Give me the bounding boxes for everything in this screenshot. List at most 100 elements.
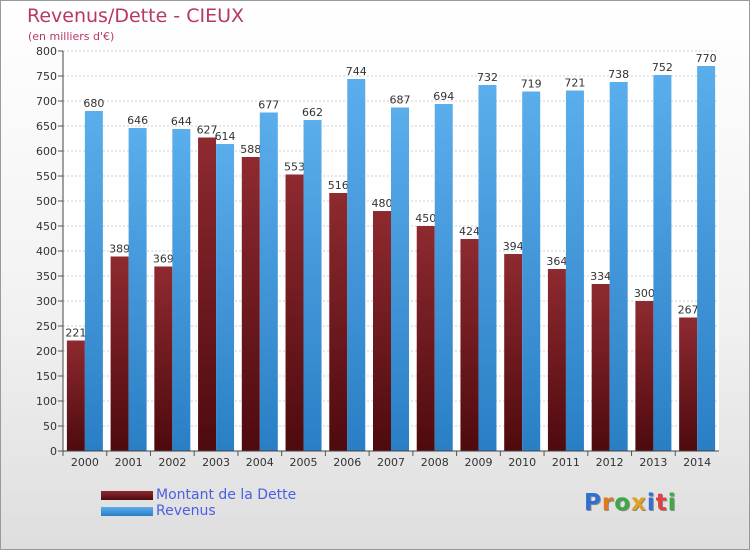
- x-tick-label: 2008: [421, 456, 449, 469]
- bar-revenue: [434, 104, 453, 451]
- bar-debt: [504, 254, 523, 451]
- bar-debt: [547, 269, 566, 451]
- bar-debt: [154, 266, 173, 451]
- y-tick-label: 750: [36, 70, 57, 83]
- data-label-debt: 424: [459, 225, 480, 238]
- logo-letter: o: [614, 490, 632, 516]
- y-tick-label: 50: [43, 420, 57, 433]
- logo-letter: x: [631, 490, 647, 516]
- logo-letter: i: [667, 490, 677, 516]
- bar-revenue: [128, 128, 147, 451]
- legend-swatch-debt: [101, 491, 153, 500]
- data-label-revenue: 646: [127, 114, 148, 127]
- y-tick-label: 100: [36, 395, 57, 408]
- x-tick-label: 2000: [71, 456, 99, 469]
- data-label-revenue: 644: [171, 115, 192, 128]
- data-label-revenue: 694: [433, 90, 454, 103]
- bar-debt: [416, 226, 435, 451]
- bar-debt: [591, 284, 610, 451]
- x-tick-label: 2005: [290, 456, 318, 469]
- data-label-debt: 389: [109, 243, 130, 256]
- bar-revenue: [478, 85, 497, 451]
- data-label-debt: 480: [372, 197, 393, 210]
- logo-letter: i: [646, 490, 656, 516]
- logo-letter: r: [601, 490, 615, 516]
- x-tick-label: 2009: [464, 456, 492, 469]
- bar-revenue: [697, 66, 716, 451]
- x-tick-label: 2014: [683, 456, 711, 469]
- bar-revenue: [653, 75, 672, 451]
- y-tick-label: 700: [36, 95, 57, 108]
- logo-letter: t: [655, 490, 668, 516]
- data-label-revenue: 614: [215, 130, 236, 143]
- bar-debt: [329, 193, 348, 451]
- legend-label-revenue: Revenus: [156, 503, 216, 519]
- y-tick-label: 150: [36, 370, 57, 383]
- bar-revenue: [172, 129, 191, 451]
- data-label-revenue: 687: [390, 94, 411, 107]
- bar-debt: [241, 157, 260, 451]
- x-tick-label: 2001: [115, 456, 143, 469]
- y-tick-label: 550: [36, 170, 57, 183]
- data-label-revenue: 744: [346, 65, 367, 78]
- legend-swatch-revenue: [101, 507, 153, 516]
- data-label-debt: 553: [284, 161, 305, 174]
- bar-revenue: [303, 120, 322, 451]
- y-tick-label: 800: [36, 45, 57, 58]
- x-tick-label: 2011: [552, 456, 580, 469]
- data-label-debt: 334: [590, 270, 611, 283]
- bar-revenue: [391, 107, 409, 451]
- x-tick-label: 2013: [639, 456, 667, 469]
- bar-revenue: [609, 82, 628, 451]
- y-tick-label: 400: [36, 245, 57, 258]
- y-tick-label: 350: [36, 270, 57, 283]
- bar-revenue: [216, 144, 235, 451]
- y-tick-label: 500: [36, 195, 57, 208]
- data-label-revenue: 662: [302, 106, 323, 119]
- bar-revenue: [84, 111, 103, 451]
- x-tick-label: 2004: [246, 456, 274, 469]
- data-label-debt: 588: [240, 143, 261, 156]
- bar-revenue: [347, 79, 366, 451]
- bar-debt: [66, 340, 85, 451]
- data-label-debt: 300: [634, 287, 655, 300]
- data-label-revenue: 752: [652, 61, 673, 74]
- chart-title: Revenus/Dette - CIEUX: [27, 5, 244, 27]
- bar-debt: [679, 317, 698, 451]
- y-tick-label: 200: [36, 345, 57, 358]
- y-tick-label: 650: [36, 120, 57, 133]
- y-tick-label: 250: [36, 320, 57, 333]
- data-label-debt: 364: [546, 255, 567, 268]
- bar-revenue: [522, 91, 541, 451]
- y-tick-label: 0: [50, 445, 57, 458]
- data-label-debt: 221: [65, 327, 86, 340]
- data-label-debt: 627: [197, 124, 218, 137]
- data-label-revenue: 719: [521, 78, 542, 91]
- data-label-debt: 267: [678, 304, 699, 317]
- bar-revenue: [259, 112, 278, 451]
- x-tick-label: 2010: [508, 456, 536, 469]
- bar-debt: [110, 256, 129, 451]
- x-tick-label: 2003: [202, 456, 230, 469]
- x-tick-label: 2012: [596, 456, 624, 469]
- bar-debt: [460, 239, 479, 451]
- bar-revenue: [565, 90, 584, 451]
- y-tick-label: 600: [36, 145, 57, 158]
- data-label-revenue: 680: [83, 97, 104, 110]
- x-tick-label: 2007: [377, 456, 405, 469]
- bar-debt: [635, 301, 654, 451]
- bar-debt: [198, 137, 217, 451]
- logo-letter: P: [584, 490, 602, 516]
- bar-debt: [373, 211, 391, 451]
- bar-debt: [285, 174, 304, 451]
- legend-label-debt: Montant de la Dette: [156, 487, 297, 503]
- y-tick-label: 450: [36, 220, 57, 233]
- data-label-revenue: 738: [608, 68, 629, 81]
- data-label-revenue: 677: [258, 99, 279, 112]
- proxiti-logo: Proxiti: [584, 490, 677, 516]
- data-label-debt: 516: [328, 179, 349, 192]
- data-label-revenue: 721: [564, 77, 585, 90]
- x-tick-label: 2002: [158, 456, 186, 469]
